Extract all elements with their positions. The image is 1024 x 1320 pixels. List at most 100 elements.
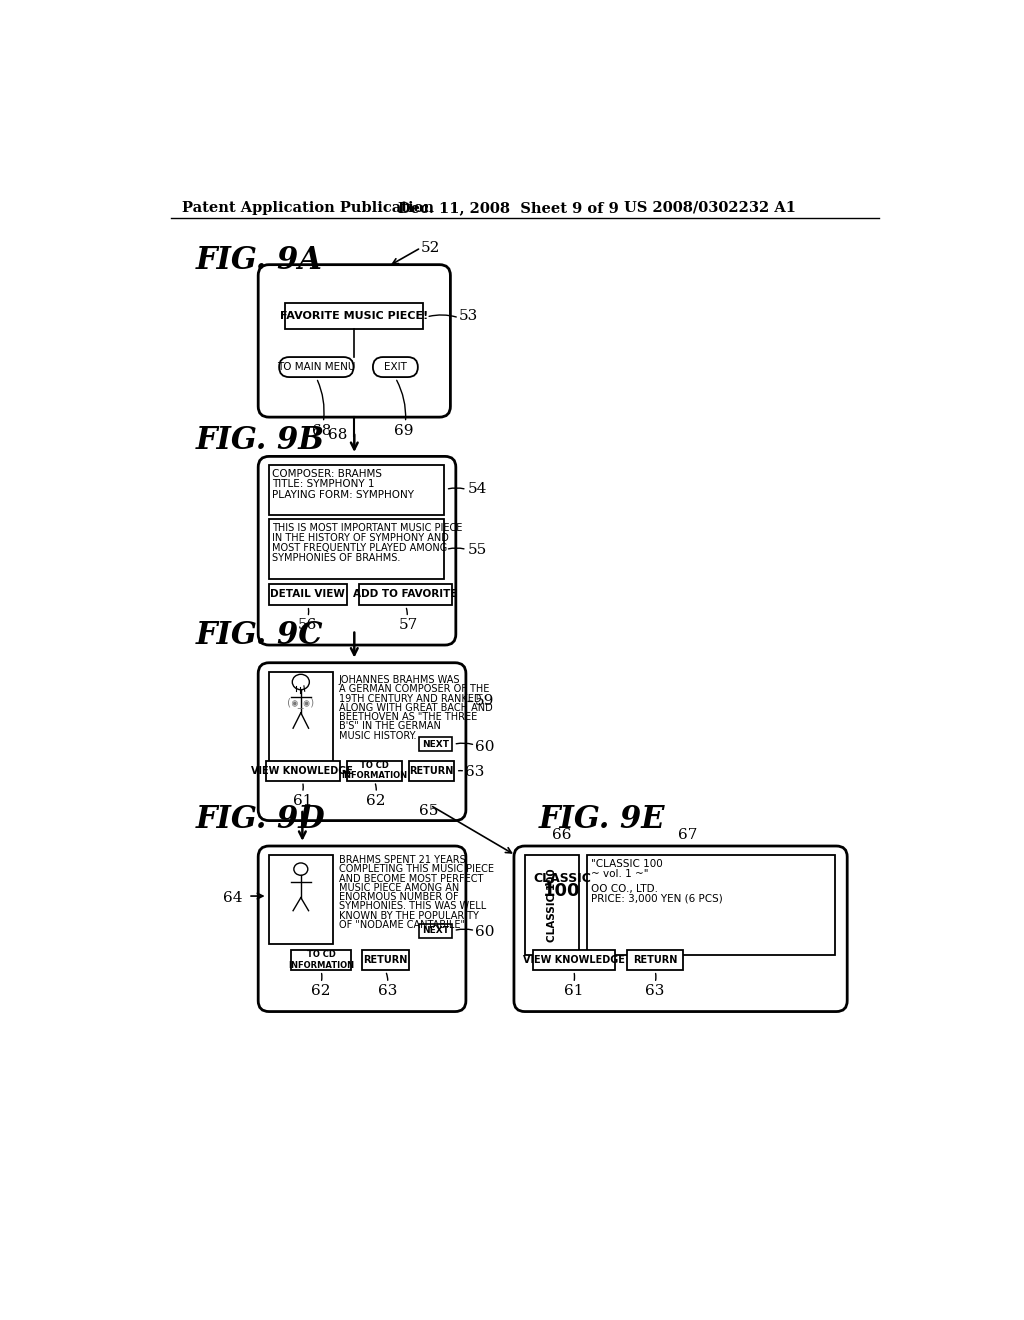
Text: 60: 60 [475, 739, 495, 754]
Text: IN THE HISTORY OF SYMPHONY AND: IN THE HISTORY OF SYMPHONY AND [272, 533, 450, 543]
Bar [266, 760, 340, 780]
Text: Dec. 11, 2008  Sheet 9 of 9: Dec. 11, 2008 Sheet 9 of 9 [397, 201, 618, 215]
Text: 61: 61 [293, 793, 312, 808]
Text: 62: 62 [367, 793, 386, 808]
Text: RETURN: RETURN [364, 954, 408, 965]
Text: 60: 60 [475, 924, 495, 939]
Bar [410, 760, 455, 780]
Bar [346, 760, 402, 780]
Text: THIS IS MOST IMPORTANT MUSIC PIECE: THIS IS MOST IMPORTANT MUSIC PIECE [272, 523, 463, 532]
Text: FIG. 9A: FIG. 9A [197, 244, 324, 276]
Text: 100: 100 [544, 883, 581, 900]
Text: RETURN: RETURN [410, 766, 454, 776]
Text: COMPLETING THIS MUSIC PIECE: COMPLETING THIS MUSIC PIECE [339, 865, 494, 874]
Text: VIEW KNOWLEDGE: VIEW KNOWLEDGE [252, 766, 353, 776]
Ellipse shape [294, 863, 308, 875]
Text: TO CD
INFORMATION: TO CD INFORMATION [288, 950, 354, 970]
Text: SYMPHONIES. THIS WAS WELL: SYMPHONIES. THIS WAS WELL [339, 902, 486, 911]
FancyBboxPatch shape [258, 264, 451, 417]
Text: FIG. 9D: FIG. 9D [197, 804, 326, 834]
FancyBboxPatch shape [258, 663, 466, 821]
Text: 62: 62 [311, 983, 331, 998]
Text: SYMPHONIES OF BRAHMS.: SYMPHONIES OF BRAHMS. [272, 553, 400, 562]
Bar [269, 465, 444, 515]
Text: PRICE: 3,000 YEN (6 PCS): PRICE: 3,000 YEN (6 PCS) [592, 894, 723, 904]
Text: 67: 67 [678, 829, 697, 842]
Text: 54: 54 [467, 482, 486, 496]
Text: B'S" IN THE GERMAN: B'S" IN THE GERMAN [339, 721, 440, 731]
Text: 69: 69 [394, 424, 414, 438]
Text: EXIT: EXIT [384, 362, 407, 372]
Text: 56: 56 [298, 618, 317, 632]
Text: OF "NODAME CANTABILE".: OF "NODAME CANTABILE". [339, 920, 468, 929]
Text: BEETHOVEN AS "THE THREE: BEETHOVEN AS "THE THREE [339, 711, 477, 722]
Text: 63: 63 [378, 983, 397, 998]
Text: ~ vol. 1 ~": ~ vol. 1 ~" [592, 869, 649, 879]
Bar [269, 585, 346, 605]
Text: 63: 63 [465, 766, 484, 779]
Ellipse shape [292, 675, 309, 689]
Bar [587, 855, 835, 956]
Text: 64: 64 [223, 891, 243, 906]
Text: ALONG WITH GREAT BACH AND: ALONG WITH GREAT BACH AND [339, 702, 493, 713]
Text: TO MAIN MENU: TO MAIN MENU [278, 362, 355, 372]
Bar [269, 519, 444, 578]
Text: DETAIL VIEW: DETAIL VIEW [270, 589, 345, 599]
Text: 66: 66 [552, 829, 571, 842]
Bar [524, 855, 579, 956]
Bar [627, 950, 683, 970]
Text: NEXT: NEXT [422, 927, 450, 935]
Text: 59: 59 [475, 693, 495, 708]
Text: FIG. 9B: FIG. 9B [197, 425, 326, 455]
Text: 68: 68 [312, 424, 332, 438]
FancyBboxPatch shape [373, 358, 418, 378]
Text: FIG. 9C: FIG. 9C [197, 620, 324, 651]
Text: 52: 52 [421, 240, 440, 255]
FancyBboxPatch shape [258, 846, 466, 1011]
Text: "CLASSIC 100: "CLASSIC 100 [592, 859, 664, 869]
Text: COMPOSER: BRAHMS: COMPOSER: BRAHMS [272, 469, 382, 479]
Text: 63: 63 [645, 983, 665, 998]
Text: TITLE: SYMPHONY 1: TITLE: SYMPHONY 1 [272, 479, 375, 490]
Text: 19TH CENTURY AND RANKED: 19TH CENTURY AND RANKED [339, 693, 481, 704]
Bar [269, 672, 333, 764]
FancyBboxPatch shape [280, 358, 353, 378]
Text: ADD TO FAVORITE: ADD TO FAVORITE [353, 589, 458, 599]
Bar [359, 585, 452, 605]
Bar [269, 855, 333, 944]
Text: OO CO., LTD.: OO CO., LTD. [592, 884, 658, 894]
Text: 65: 65 [419, 804, 438, 817]
Text: CLASSIC: CLASSIC [534, 871, 591, 884]
Text: CLASSIC 100: CLASSIC 100 [547, 869, 557, 942]
Text: MOST FREQUENTLY PLAYED AMONG: MOST FREQUENTLY PLAYED AMONG [272, 543, 447, 553]
Text: FIG. 9E: FIG. 9E [539, 804, 666, 834]
Bar [420, 924, 452, 937]
Text: FAVORITE MUSIC PIECE!: FAVORITE MUSIC PIECE! [281, 312, 428, 321]
Text: KNOWN BY THE POPULARITY: KNOWN BY THE POPULARITY [339, 911, 478, 920]
Text: A GERMAN COMPOSER OF THE: A GERMAN COMPOSER OF THE [339, 684, 489, 694]
Text: MUSIC HISTORY.: MUSIC HISTORY. [339, 730, 417, 741]
Text: ENORMOUS NUMBER OF: ENORMOUS NUMBER OF [339, 892, 459, 902]
Bar [420, 738, 452, 751]
Text: AND BECOME MOST PERFECT: AND BECOME MOST PERFECT [339, 874, 483, 883]
Bar [362, 950, 409, 970]
Text: (◉_◉): (◉_◉) [286, 697, 315, 709]
Text: Patent Application Publication: Patent Application Publication [182, 201, 434, 215]
Text: 57: 57 [399, 618, 418, 632]
Text: US 2008/0302232 A1: US 2008/0302232 A1 [624, 201, 796, 215]
Text: 61: 61 [564, 983, 584, 998]
FancyBboxPatch shape [258, 457, 456, 645]
Text: VIEW KNOWLEDGE: VIEW KNOWLEDGE [522, 954, 625, 965]
Text: 55: 55 [467, 544, 486, 557]
Text: 53: 53 [459, 309, 478, 323]
Bar [286, 304, 423, 330]
Bar [291, 950, 351, 970]
Bar [532, 950, 615, 970]
Text: PLAYING FORM: SYMPHONY: PLAYING FORM: SYMPHONY [272, 490, 414, 500]
Text: JOHANNES BRAHMS WAS: JOHANNES BRAHMS WAS [339, 675, 461, 685]
Text: 68: 68 [328, 428, 347, 442]
Text: NEXT: NEXT [422, 741, 450, 748]
Text: TO CD
INFORMATION: TO CD INFORMATION [341, 760, 408, 780]
FancyBboxPatch shape [514, 846, 847, 1011]
Text: BRAHMS SPENT 21 YEARS: BRAHMS SPENT 21 YEARS [339, 855, 466, 865]
